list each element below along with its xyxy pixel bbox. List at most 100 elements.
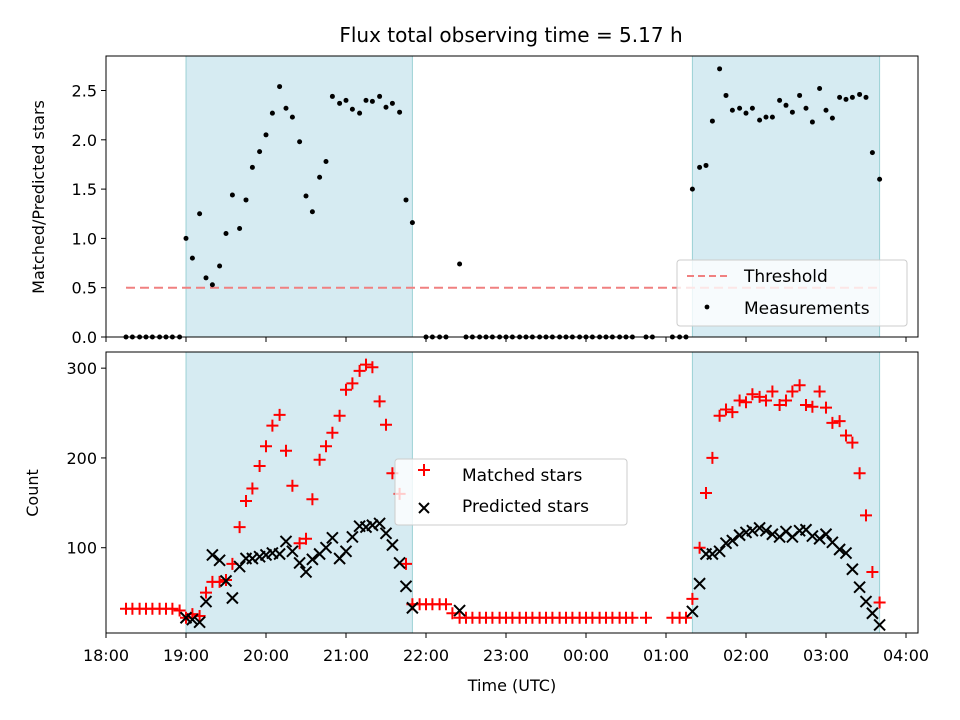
measurement-point [377, 93, 383, 99]
measurement-point [863, 94, 869, 100]
matched-star-point [246, 482, 259, 495]
predicted-star-point [193, 616, 206, 629]
matched-star-point [333, 409, 346, 422]
measurement-point [729, 107, 735, 113]
measurement-point [717, 66, 723, 72]
matched-star-point [853, 467, 866, 480]
matched-star-point [360, 358, 372, 371]
matched-star-point [680, 611, 692, 624]
predicted-star-point [453, 604, 466, 617]
measurement-point [269, 110, 275, 116]
measurement-point [283, 105, 289, 111]
measurement-point [383, 104, 389, 110]
measurement-point [349, 106, 355, 112]
measurement-point [249, 164, 255, 170]
matched-star-point [640, 611, 652, 624]
y-tick-label: 100 [66, 539, 97, 558]
measurement-point [229, 192, 235, 198]
predicted-star-point [233, 560, 246, 573]
x-tick-label: 02:00 [723, 646, 769, 665]
shaded-interval [691, 351, 881, 634]
top-panel: 0.0 0.5 1.0 1.5 2.0 2.5 Matched/Predicted sta… [29, 55, 919, 347]
measurement-point [869, 150, 875, 156]
measurement-point [197, 211, 203, 217]
y-tick-label: 1.0 [72, 229, 97, 248]
measurement-point [297, 139, 303, 145]
predicted-star-point [806, 529, 819, 543]
x-tick-label: 21:00 [323, 646, 369, 665]
top-y-ticks: 0.0 0.5 1.0 1.5 2.0 2.5 [72, 82, 106, 347]
measurement-point [837, 94, 843, 100]
measurement-point [317, 174, 323, 180]
predicted-star-point [693, 577, 706, 590]
matched-star-point [260, 440, 272, 453]
matched-star-point [826, 416, 839, 429]
predicted-star-point [339, 545, 353, 558]
predicted-star-point [213, 554, 226, 567]
matched-star-point [740, 396, 752, 409]
matched-star-point [773, 398, 786, 411]
predicted-star-point [306, 553, 319, 566]
predicted-star-point [706, 547, 719, 561]
legend-measurements-label: Measurements [744, 299, 870, 319]
x-tick-label: 18:00 [83, 646, 129, 665]
x-tick-label: 03:00 [803, 646, 849, 665]
matched-star-point [873, 596, 886, 609]
predicted-star-point [399, 580, 413, 593]
matched-star-point [173, 604, 186, 617]
measurement-point [223, 230, 229, 236]
matched-star-point [786, 385, 799, 398]
measurement-point [343, 97, 349, 103]
predicted-star-point [206, 548, 219, 562]
y-tick-label: 300 [66, 359, 97, 378]
matched-star-point [866, 565, 879, 578]
measurement-point [403, 197, 409, 203]
measurement-point [289, 114, 295, 120]
matched-star-point [233, 521, 246, 534]
x-tick-label: 20:00 [243, 646, 289, 665]
predicted-star-point [766, 528, 779, 541]
predicted-star-point [873, 618, 886, 632]
y-tick-label: 2.5 [72, 82, 97, 101]
measurement-point [243, 197, 249, 203]
predicted-star-point [753, 521, 766, 535]
matched-star-point [273, 408, 286, 421]
shaded-interval [185, 351, 413, 634]
matched-star-point [200, 586, 212, 599]
predicted-star-point [686, 605, 699, 618]
predicted-star-point [219, 574, 233, 588]
y-tick-label: 0.0 [72, 328, 97, 347]
measurement-point [689, 186, 695, 192]
bottom-y-ticks: 100 200 300 [66, 359, 106, 558]
legend-matched-swatch [418, 464, 430, 476]
measurement-point [457, 261, 463, 267]
top-legend-box [676, 259, 908, 327]
predicted-star-point [319, 541, 333, 554]
x-tick-label: 04:00 [883, 646, 929, 665]
predicted-star-point [726, 534, 739, 547]
matched-star-point [380, 418, 392, 431]
measurement-point [217, 263, 223, 269]
predicted-star-point [346, 530, 359, 544]
shaded-interval [185, 55, 413, 338]
matched-star-point [806, 400, 819, 413]
measurement-point [743, 110, 749, 116]
top-y-axis-label: Matched/Predicted stars [29, 100, 48, 294]
matched-star-point [266, 419, 279, 432]
predicted-star-point [406, 601, 419, 615]
x-tick-label: 22:00 [403, 646, 449, 665]
measurement-point [309, 209, 315, 215]
matched-star-point [353, 364, 366, 377]
measurement-point [817, 86, 823, 92]
predicted-star-point [813, 532, 826, 545]
predicted-star-point [713, 545, 726, 558]
predicted-star-point [393, 556, 406, 570]
measurement-point [749, 105, 755, 111]
y-tick-label: 2.0 [72, 131, 97, 150]
predicted-star-point [746, 524, 759, 537]
bottom-legend: Matched stars Predicted stars [394, 458, 628, 526]
legend-predicted-label: Predicted stars [462, 497, 589, 517]
matched-star-point [213, 575, 226, 588]
measurement-point [389, 100, 395, 106]
measurement-point [183, 235, 189, 241]
